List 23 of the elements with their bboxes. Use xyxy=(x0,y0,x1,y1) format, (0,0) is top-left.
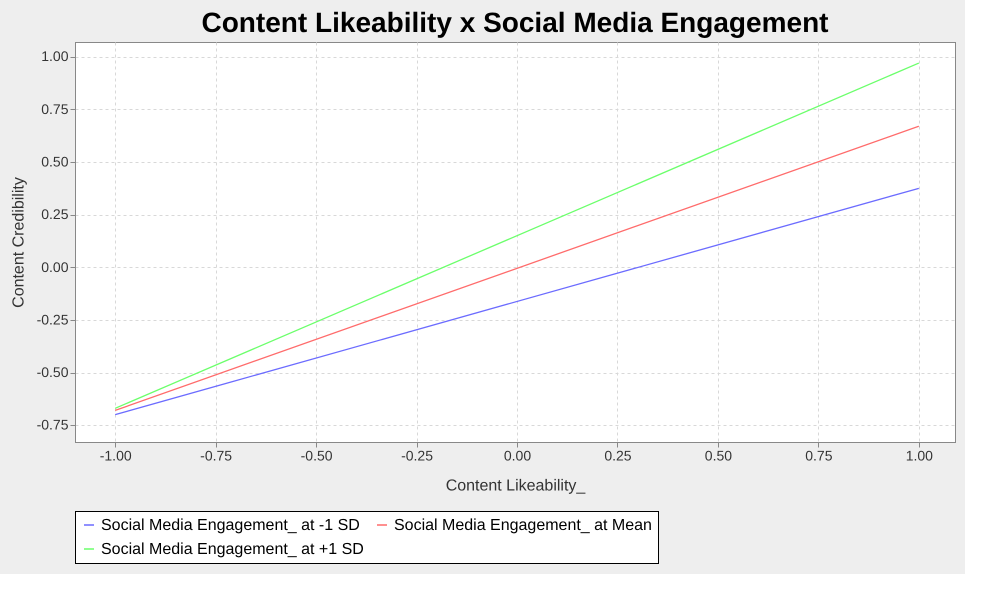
legend-label: Social Media Engagement_ at -1 SD xyxy=(101,517,360,534)
y-tick-label: 0.75 xyxy=(41,100,69,117)
y-tick-label: 0.25 xyxy=(41,206,69,222)
x-tick-label: -1.00 xyxy=(100,448,132,464)
y-tick-label: -0.25 xyxy=(36,311,69,328)
x-tick-label: 0.75 xyxy=(805,448,833,464)
y-axis-title: Content Credibility xyxy=(10,177,28,308)
x-tick-label: 1.00 xyxy=(906,448,934,464)
y-tick-label: 1.00 xyxy=(41,48,69,64)
x-tick-label: 0.50 xyxy=(704,448,732,464)
x-tick-label: -0.75 xyxy=(200,448,232,464)
y-tick-label: -0.75 xyxy=(36,416,69,433)
y-tick-label: -0.50 xyxy=(36,364,69,380)
legend-label: Social Media Engagement_ at +1 SD xyxy=(101,541,364,558)
y-tick-label: 0.00 xyxy=(41,258,69,275)
chart-title: Content Likeability x Social Media Engagement xyxy=(201,7,829,38)
x-tick-label: 0.00 xyxy=(504,448,532,464)
x-tick-label: 0.25 xyxy=(604,448,632,464)
x-axis-title: Content Likeability_ xyxy=(446,478,586,494)
y-tick-label: 0.50 xyxy=(41,154,69,170)
x-tick-label: -0.50 xyxy=(300,448,333,464)
x-tick-label: -0.25 xyxy=(401,448,434,464)
legend-label: Social Media Engagement_ at Mean xyxy=(394,517,652,534)
